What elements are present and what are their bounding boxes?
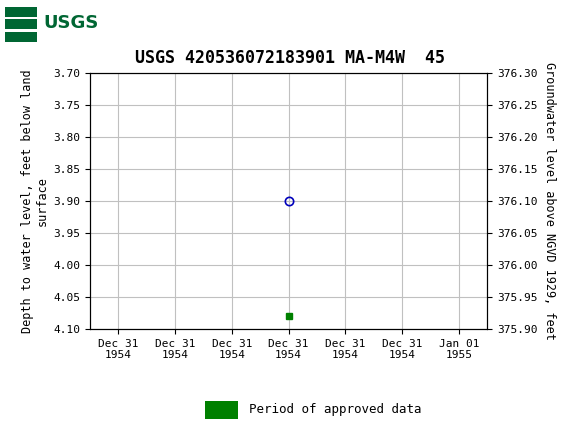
FancyBboxPatch shape (5, 19, 37, 29)
Text: USGS 420536072183901 MA-M4W  45: USGS 420536072183901 MA-M4W 45 (135, 49, 445, 67)
FancyBboxPatch shape (5, 3, 95, 42)
Y-axis label: Depth to water level, feet below land
surface: Depth to water level, feet below land su… (21, 69, 49, 333)
FancyBboxPatch shape (5, 31, 37, 42)
FancyBboxPatch shape (205, 401, 238, 419)
Text: Period of approved data: Period of approved data (249, 403, 422, 416)
Y-axis label: Groundwater level above NGVD 1929, feet: Groundwater level above NGVD 1929, feet (543, 62, 556, 340)
FancyBboxPatch shape (5, 7, 37, 17)
Text: USGS: USGS (44, 14, 99, 31)
